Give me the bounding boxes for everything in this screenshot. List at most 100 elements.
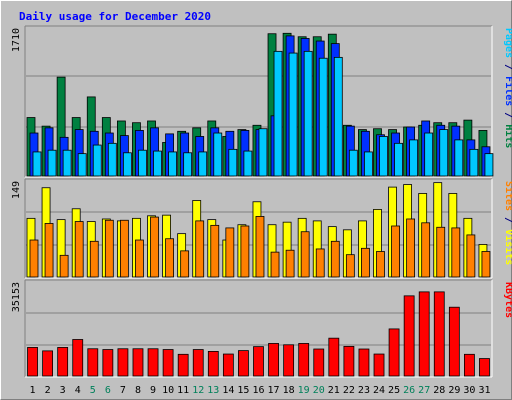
bar-sites-day-5 — [89, 240, 99, 278]
x-tick-label-11: 11 — [177, 385, 189, 396]
bar-kbytes-day-31 — [479, 358, 490, 377]
bar-pages-day-9 — [153, 150, 162, 177]
bar-sites-day-20 — [315, 248, 325, 278]
bar-sites-day-19 — [300, 231, 310, 278]
bar-sites-day-4 — [74, 221, 84, 278]
bar-kbytes-day-5 — [87, 348, 99, 377]
bar-sites-day-15 — [240, 225, 250, 278]
panel-2-legend-part-3: Visits — [503, 229, 512, 265]
bar-sites-day-9 — [150, 216, 159, 278]
bar-sites-day-28 — [436, 226, 446, 278]
bar-kbytes-day-9 — [147, 348, 159, 377]
bar-pages-day-12 — [198, 151, 208, 177]
bar-sites-day-24 — [376, 251, 385, 278]
bar-kbytes-day-17 — [268, 343, 279, 377]
x-tick-label-24: 24 — [373, 385, 385, 396]
bar-sites-day-6 — [104, 219, 114, 278]
panel-1-legend-label: Pages / Files / Hits — [503, 28, 512, 148]
bar-kbytes-day-13 — [207, 350, 219, 377]
bar-pages-day-25 — [394, 142, 403, 177]
panel-2-max-label: 149 — [11, 181, 22, 199]
bar-sites-day-14 — [225, 227, 235, 278]
bar-pages-day-3 — [62, 149, 72, 177]
bar-pages-day-28 — [439, 129, 449, 177]
x-tick-label-29: 29 — [448, 385, 460, 396]
bar-sites-day-17 — [270, 251, 280, 278]
panel-3-legend-part-1: KBytes — [503, 282, 512, 318]
panel-1-legend-part-4: / — [503, 106, 512, 124]
x-tick-label-6: 6 — [105, 385, 111, 396]
x-tick-label-2: 2 — [45, 385, 51, 396]
bar-sites-day-10 — [165, 238, 174, 278]
bar-kbytes-day-30 — [463, 353, 475, 377]
bar-kbytes-day-25 — [388, 328, 400, 377]
bar-pages-day-15 — [243, 150, 253, 177]
bar-kbytes-day-3 — [57, 347, 69, 377]
bar-pages-day-23 — [364, 151, 373, 177]
bar-sites-day-12 — [195, 220, 205, 278]
bar-pages-day-24 — [379, 136, 388, 177]
bar-sites-day-13 — [210, 224, 220, 278]
x-tick-label-25: 25 — [388, 385, 400, 396]
bar-pages-day-26 — [409, 139, 419, 177]
bar-kbytes-day-12 — [192, 349, 204, 377]
bar-pages-day-2 — [47, 149, 57, 177]
bar-pages-day-7 — [122, 152, 132, 177]
x-tick-label-23: 23 — [358, 385, 370, 396]
bar-sites-day-30 — [466, 234, 476, 278]
panel-2-legend-part-1: Sites — [503, 181, 512, 211]
bar-kbytes-day-23 — [358, 348, 370, 377]
x-tick-label-17: 17 — [268, 385, 280, 396]
x-tick-label-21: 21 — [328, 385, 340, 396]
bar-kbytes-day-10 — [162, 349, 174, 377]
bar-kbytes-day-1 — [27, 347, 38, 377]
bar-pages-day-16 — [258, 128, 268, 177]
bar-pages-day-27 — [424, 132, 434, 177]
bar-pages-day-14 — [228, 148, 238, 177]
panel-1-legend-part-1: Pages — [503, 28, 512, 58]
x-tick-label-10: 10 — [162, 385, 174, 396]
bar-kbytes-day-20 — [313, 348, 325, 377]
bar-pages-day-10 — [168, 151, 177, 177]
bar-kbytes-day-4 — [72, 339, 84, 377]
panel-2-legend-part-2: / — [503, 211, 512, 229]
x-tick-label-1: 1 — [30, 385, 36, 396]
panel-1-legend-part-5: Hits — [503, 124, 512, 148]
bar-pages-day-8 — [138, 149, 147, 177]
bar-sites-day-16 — [255, 216, 265, 278]
bar-pages-day-20 — [318, 57, 328, 177]
x-tick-label-28: 28 — [433, 385, 445, 396]
bar-kbytes-day-21 — [328, 337, 340, 377]
x-tick-label-22: 22 — [343, 385, 355, 396]
bar-sites-day-25 — [391, 225, 400, 278]
bar-pages-day-4 — [77, 153, 87, 177]
x-tick-label-9: 9 — [150, 385, 156, 396]
bar-sites-day-26 — [406, 218, 416, 278]
x-tick-label-12: 12 — [192, 385, 204, 396]
panel-3-legend-label: KBytes — [503, 282, 512, 318]
bar-kbytes-day-8 — [132, 348, 144, 377]
panel-1-max-label: 1710 — [11, 28, 22, 52]
bar-sites-day-3 — [59, 254, 69, 278]
bar-sites-day-7 — [119, 219, 129, 278]
x-tick-label-4: 4 — [75, 385, 81, 396]
bar-sites-day-21 — [330, 240, 340, 278]
x-tick-label-30: 30 — [463, 385, 475, 396]
x-tick-label-14: 14 — [222, 385, 234, 396]
bar-pages-day-30 — [469, 148, 479, 177]
x-tick-label-5: 5 — [90, 385, 96, 396]
x-tick-label-20: 20 — [313, 385, 325, 396]
x-tick-label-26: 26 — [403, 385, 415, 396]
bar-kbytes-day-16 — [253, 346, 264, 377]
bar-kbytes-day-19 — [298, 343, 310, 377]
bar-sites-day-31 — [481, 251, 491, 278]
bar-pages-day-5 — [92, 144, 102, 177]
panel-1-legend-part-2: / — [503, 58, 512, 76]
bar-kbytes-day-15 — [238, 350, 249, 377]
bar-kbytes-day-26 — [403, 295, 415, 377]
bar-kbytes-day-28 — [433, 291, 445, 377]
x-tick-label-7: 7 — [120, 385, 126, 396]
bar-kbytes-day-22 — [343, 345, 355, 377]
bar-sites-day-27 — [421, 222, 431, 278]
